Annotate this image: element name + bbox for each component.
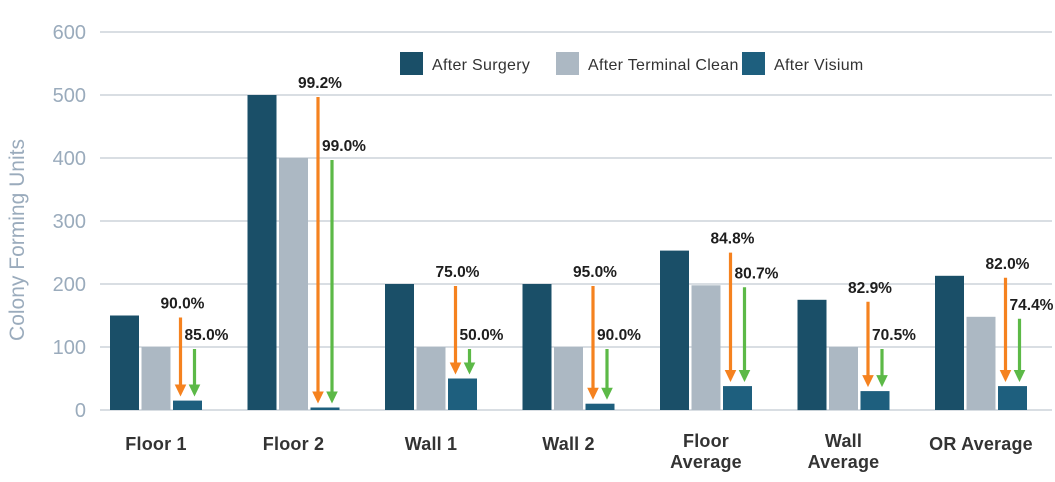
reduction-arrow-vs-surgery-wall-average-icon <box>862 301 874 388</box>
bar-after-surgery-wall-average <box>797 299 827 411</box>
x-category-label-wall-2: Wall 2 <box>542 434 595 454</box>
bar-after-surgery-wall-1 <box>385 284 414 410</box>
legend-label-after-surgery: After Surgery <box>432 57 530 74</box>
reduction-label-vs-terminal-clean-wall-1: 50.0% <box>460 327 504 344</box>
bar-after-visium-wall-2 <box>585 403 615 410</box>
x-category-label-or-average: OR Average <box>929 434 1033 454</box>
legend-item-after-terminal-clean: After Terminal Clean <box>556 52 739 75</box>
reduction-label-vs-surgery-floor-average: 84.8% <box>711 231 755 248</box>
x-category-label-floor-average: Average <box>670 452 742 472</box>
reduction-label-vs-terminal-clean-floor-2: 99.0% <box>322 138 366 155</box>
reduction-label-vs-surgery-wall-average: 82.9% <box>848 280 892 297</box>
bar-after-visium-floor-2 <box>310 407 340 410</box>
reduction-label-vs-terminal-clean-floor-average: 80.7% <box>735 265 779 282</box>
bar-after-terminal-clean-wall-2 <box>554 347 583 410</box>
reduction-arrow-vs-terminal-clean-floor-1-icon <box>188 349 201 397</box>
bar-after-visium-floor-average <box>723 386 752 410</box>
reduction-label-vs-surgery-or-average: 82.0% <box>986 256 1030 273</box>
reduction-arrow-vs-terminal-clean-wall-1-icon <box>463 349 476 375</box>
reduction-arrow-vs-surgery-wall-2-icon <box>587 286 599 400</box>
legend-swatch-after-surgery-icon <box>400 52 423 75</box>
legend-swatch-after-terminal-clean-icon <box>556 52 579 75</box>
reduction-label-vs-terminal-clean-wall-average: 70.5% <box>872 327 916 344</box>
legend-swatch-after-visium-icon <box>742 52 765 75</box>
x-category-label-floor-2: Floor 2 <box>263 434 324 454</box>
bar-after-visium-wall-1 <box>448 378 477 410</box>
bar-after-terminal-clean-floor-2 <box>279 158 308 410</box>
reduction-label-vs-terminal-clean-wall-2: 90.0% <box>597 327 641 344</box>
bar-after-surgery-wall-2 <box>522 284 552 410</box>
legend-item-after-visium: After Visium <box>742 52 864 75</box>
reduction-arrow-vs-terminal-clean-or-average-icon <box>1013 318 1026 383</box>
reduction-arrow-vs-terminal-clean-floor-2-icon <box>326 160 338 404</box>
reduction-arrow-vs-terminal-clean-wall-2-icon <box>601 349 613 400</box>
bar-after-terminal-clean-or-average <box>966 316 996 410</box>
reduction-label-vs-terminal-clean-floor-1: 85.0% <box>185 327 229 344</box>
bar-after-terminal-clean-floor-average <box>691 285 721 410</box>
y-tick-label-300: 300 <box>53 211 86 233</box>
bar-after-surgery-floor-1 <box>110 315 139 410</box>
y-tick-label-500: 500 <box>53 85 86 107</box>
legend-item-after-surgery: After Surgery <box>400 52 530 75</box>
y-tick-label-200: 200 <box>53 274 86 296</box>
reduction-arrow-vs-surgery-wall-1-icon <box>449 286 462 375</box>
reduction-arrow-vs-surgery-floor-2-icon <box>312 97 324 404</box>
x-category-label-floor-1: Floor 1 <box>125 434 186 454</box>
bar-after-terminal-clean-wall-1 <box>416 347 446 410</box>
reduction-arrow-vs-surgery-floor-average-icon <box>724 252 737 383</box>
reduction-label-vs-surgery-wall-2: 95.0% <box>573 264 617 281</box>
bar-after-visium-floor-1 <box>173 400 202 410</box>
bar-after-visium-wall-average <box>860 391 890 410</box>
reduction-arrow-vs-surgery-or-average-icon <box>999 277 1012 383</box>
bar-after-terminal-clean-wall-average <box>829 347 858 410</box>
y-tick-label-100: 100 <box>53 337 86 359</box>
bar-after-surgery-or-average <box>935 275 964 410</box>
bar-after-terminal-clean-floor-1 <box>141 347 171 410</box>
bar-after-surgery-floor-2 <box>247 95 277 410</box>
x-category-label-wall-average: Wall <box>825 431 862 451</box>
reduction-label-vs-surgery-wall-1: 75.0% <box>436 264 480 281</box>
y-tick-label-0: 0 <box>75 400 86 422</box>
x-category-label-wall-average: Average <box>808 452 880 472</box>
reduction-arrow-vs-terminal-clean-floor-average-icon <box>738 287 751 383</box>
y-axis-title: Colony Forming Units <box>6 139 29 341</box>
reduction-label-vs-surgery-floor-2: 99.2% <box>298 75 342 92</box>
legend-label-after-visium: After Visium <box>774 57 864 74</box>
x-category-label-wall-1: Wall 1 <box>405 434 458 454</box>
reduction-arrow-vs-terminal-clean-wall-average-icon <box>876 349 888 388</box>
y-tick-label-600: 600 <box>53 22 86 44</box>
reduction-label-vs-surgery-floor-1: 90.0% <box>161 296 205 313</box>
legend-label-after-terminal-clean: After Terminal Clean <box>588 57 739 74</box>
bar-after-surgery-floor-average <box>660 250 689 410</box>
x-category-label-floor-average: Floor <box>683 431 729 451</box>
bar-after-visium-or-average <box>998 386 1027 410</box>
reduction-label-vs-terminal-clean-or-average: 74.4% <box>1010 297 1054 314</box>
reduction-arrow-vs-surgery-floor-1-icon <box>174 317 187 397</box>
y-tick-label-400: 400 <box>53 148 86 170</box>
